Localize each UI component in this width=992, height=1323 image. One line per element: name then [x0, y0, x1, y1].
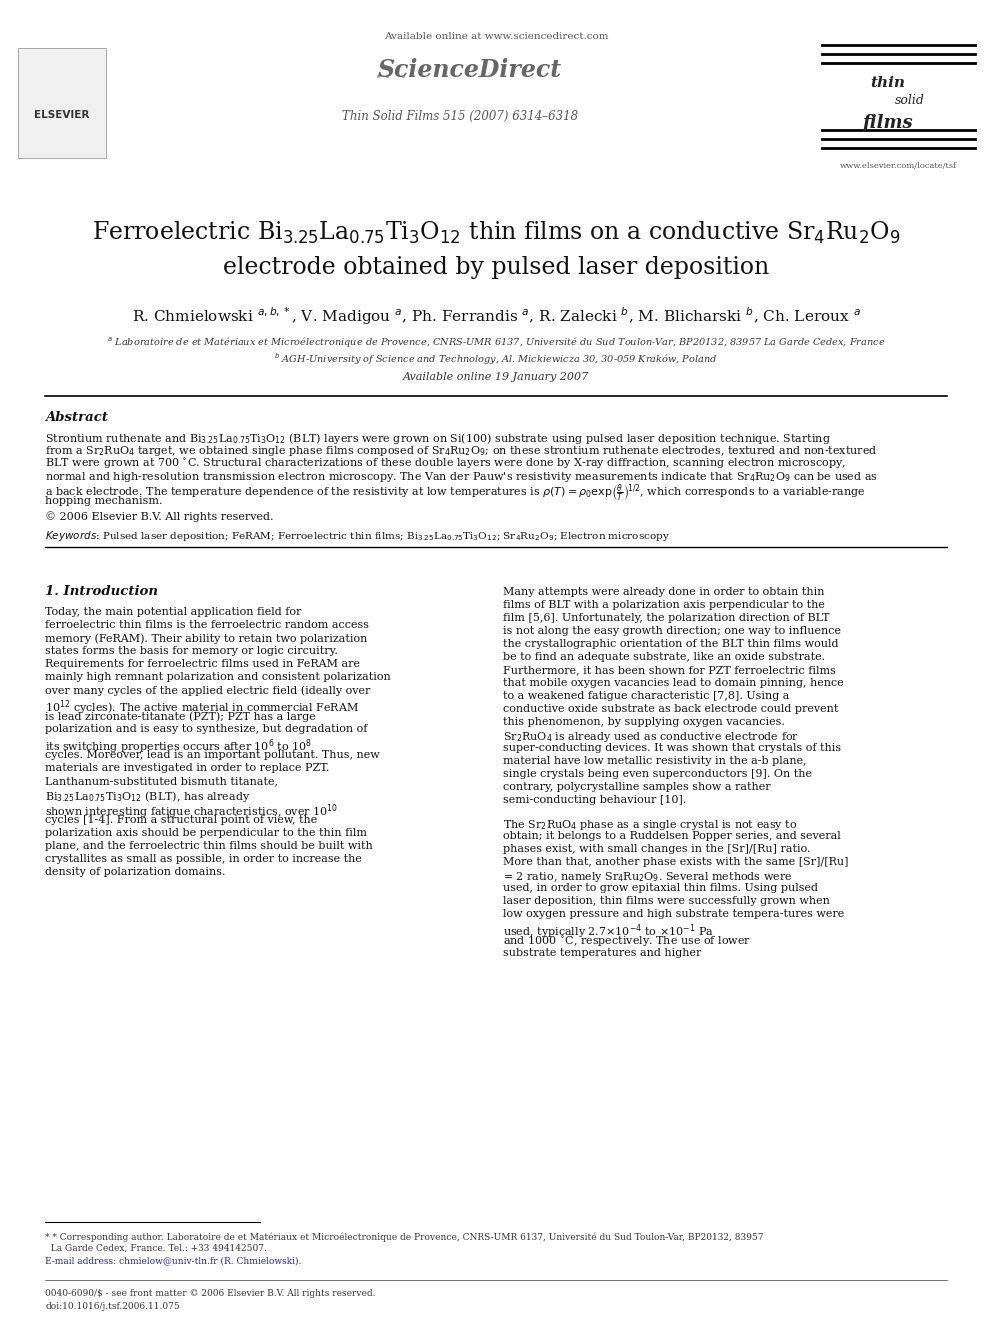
Text: from a Sr$_2$RuO$_4$ target, we obtained single phase films composed of Sr$_4$Ru: from a Sr$_2$RuO$_4$ target, we obtained… — [45, 445, 878, 458]
Text: E-mail address: chmielow@univ-tln.fr (R. Chmielowski).: E-mail address: chmielow@univ-tln.fr (R.… — [45, 1256, 302, 1265]
Text: contrary, polycrystalline samples show a rather: contrary, polycrystalline samples show a… — [503, 782, 771, 792]
Text: * * Corresponding author. Laboratoire de et Matériaux et Microélectronique de Pr: * * Corresponding author. Laboratoire de… — [45, 1232, 764, 1241]
Text: plane, and the ferroelectric thin films should be built with: plane, and the ferroelectric thin films … — [45, 841, 373, 851]
Text: cycles. Moreover, lead is an important pollutant. Thus, new: cycles. Moreover, lead is an important p… — [45, 750, 380, 759]
Text: to a weakened fatigue characteristic [7,8]. Using a: to a weakened fatigue characteristic [7,… — [503, 691, 790, 701]
Text: Sr$_2$RuO$_4$ is already used as conductive electrode for: Sr$_2$RuO$_4$ is already used as conduct… — [503, 730, 800, 744]
Text: used, typically 2.7$\times$10$^{-4}$ to $\times$10$^{-1}$ Pa: used, typically 2.7$\times$10$^{-4}$ to … — [503, 922, 714, 941]
Text: cycles [1-4]. From a structural point of view, the: cycles [1-4]. From a structural point of… — [45, 815, 317, 826]
Text: this phenomenon, by supplying oxygen vacancies.: this phenomenon, by supplying oxygen vac… — [503, 717, 785, 728]
Text: be to find an adequate substrate, like an oxide substrate.: be to find an adequate substrate, like a… — [503, 652, 825, 662]
Text: is lead zirconate-titanate (PZT); PZT has a large: is lead zirconate-titanate (PZT); PZT ha… — [45, 710, 315, 721]
Text: states forms the basis for memory or logic circuitry.: states forms the basis for memory or log… — [45, 646, 338, 656]
Text: over many cycles of the applied electric field (ideally over: over many cycles of the applied electric… — [45, 685, 370, 696]
Text: 1. Introduction: 1. Introduction — [45, 585, 158, 598]
Text: $\it{Keywords}$: Pulsed laser deposition; FeRAM; Ferroelectric thin films; Bi$_{: $\it{Keywords}$: Pulsed laser deposition… — [45, 529, 670, 542]
Text: ferroelectric thin films is the ferroelectric random access: ferroelectric thin films is the ferroele… — [45, 620, 369, 630]
Text: www.elsevier.com/locate/tsf: www.elsevier.com/locate/tsf — [839, 161, 956, 169]
Text: BLT were grown at 700 $^{\circ}$C. Structural characterizations of these double : BLT were grown at 700 $^{\circ}$C. Struc… — [45, 456, 846, 471]
Text: = 2 ratio, namely Sr$_4$Ru$_2$O$_9$. Several methods were: = 2 ratio, namely Sr$_4$Ru$_2$O$_9$. Sev… — [503, 871, 793, 884]
Text: Thin Solid Films 515 (2007) 6314–6318: Thin Solid Films 515 (2007) 6314–6318 — [342, 110, 578, 123]
Text: La Garde Cedex, France. Tel.: +33 494142507.: La Garde Cedex, France. Tel.: +33 494142… — [45, 1244, 267, 1253]
Text: the crystallographic orientation of the BLT thin films would: the crystallographic orientation of the … — [503, 639, 838, 650]
Text: Many attempts were already done in order to obtain thin: Many attempts were already done in order… — [503, 587, 824, 597]
Text: crystallites as small as possible, in order to increase the: crystallites as small as possible, in or… — [45, 855, 362, 864]
Text: film [5,6]. Unfortunately, the polarization direction of BLT: film [5,6]. Unfortunately, the polarizat… — [503, 613, 829, 623]
Text: its switching properties occurs after 10$^6$ to 10$^8$: its switching properties occurs after 10… — [45, 737, 312, 755]
Text: used, in order to grow epitaxial thin films. Using pulsed: used, in order to grow epitaxial thin fi… — [503, 882, 818, 893]
Text: The Sr$_2$RuO$_4$ phase as a single crystal is not easy to: The Sr$_2$RuO$_4$ phase as a single crys… — [503, 818, 798, 832]
Text: substrate temperatures and higher: substrate temperatures and higher — [503, 949, 701, 958]
Text: $\bullet\bullet$  $\bullet$: $\bullet\bullet$ $\bullet$ — [374, 71, 406, 82]
Text: Today, the main potential application field for: Today, the main potential application fi… — [45, 607, 302, 617]
Text: laser deposition, thin films were successfully grown when: laser deposition, thin films were succes… — [503, 896, 830, 906]
Text: Requirements for ferroelectric films used in FeRAM are: Requirements for ferroelectric films use… — [45, 659, 360, 669]
Text: 10$^{12}$ cycles). The active material in commercial FeRAM: 10$^{12}$ cycles). The active material i… — [45, 699, 359, 717]
Text: shown interesting fatigue characteristics, over 10$^{10}$: shown interesting fatigue characteristic… — [45, 802, 338, 820]
Text: 0040-6090/$ - see front matter © 2006 Elsevier B.V. All rights reserved.: 0040-6090/$ - see front matter © 2006 El… — [45, 1289, 376, 1298]
Text: that mobile oxygen vacancies lead to domain pinning, hence: that mobile oxygen vacancies lead to dom… — [503, 677, 844, 688]
Text: ScienceDirect: ScienceDirect — [378, 58, 562, 82]
Text: R. Chmielowski $^{a,b,*}$, V. Madigou $^{a}$, Ph. Ferrandis $^{a}$, R. Zalecki $: R. Chmielowski $^{a,b,*}$, V. Madigou $^… — [132, 306, 860, 327]
Bar — [18, 48, 106, 157]
Text: low oxygen pressure and high substrate tempera-tures were: low oxygen pressure and high substrate t… — [503, 909, 844, 919]
Text: hopping mechanism.: hopping mechanism. — [45, 496, 163, 505]
Text: films of BLT with a polarization axis perpendicular to the: films of BLT with a polarization axis pe… — [503, 601, 825, 610]
Text: Lanthanum-substituted bismuth titanate,: Lanthanum-substituted bismuth titanate, — [45, 777, 278, 786]
Text: $^{a}$ Laboratoire de et Matériaux et Microélectronique de Provence, CNRS-UMR 61: $^{a}$ Laboratoire de et Matériaux et Mi… — [107, 336, 885, 351]
Text: Available online at www.sciencedirect.com: Available online at www.sciencedirect.co… — [384, 32, 608, 41]
Text: Abstract: Abstract — [45, 411, 108, 423]
Text: a back electrode. The temperature dependence of the resistivity at low temperatu: a back electrode. The temperature depend… — [45, 483, 866, 504]
Text: polarization axis should be perpendicular to the thin film: polarization axis should be perpendicula… — [45, 828, 367, 837]
Text: obtain; it belongs to a Ruddelsen Popper series, and several: obtain; it belongs to a Ruddelsen Popper… — [503, 831, 841, 841]
Text: More than that, another phase exists with the same [Sr]/[Ru]: More than that, another phase exists wit… — [503, 857, 848, 867]
Text: $^{b}$ AGH-University of Science and Technology, Al. Mickiewicza 30, 30-059 Krak: $^{b}$ AGH-University of Science and Tec… — [275, 351, 717, 366]
Text: and 1000 $^{\circ}$C, respectively. The use of lower: and 1000 $^{\circ}$C, respectively. The … — [503, 935, 751, 949]
Text: normal and high-resolution transmission electron microscopy. The Van der Pauw's : normal and high-resolution transmission … — [45, 470, 878, 484]
Text: mainly high remnant polarization and consistent polarization: mainly high remnant polarization and con… — [45, 672, 391, 681]
Text: © 2006 Elsevier B.V. All rights reserved.: © 2006 Elsevier B.V. All rights reserved… — [45, 511, 274, 521]
Text: memory (FeRAM). Their ability to retain two polarization: memory (FeRAM). Their ability to retain … — [45, 632, 367, 643]
Text: Available online 19 January 2007: Available online 19 January 2007 — [403, 372, 589, 382]
Text: conductive oxide substrate as back electrode could prevent: conductive oxide substrate as back elect… — [503, 704, 838, 714]
Text: phases exist, with small changes in the [Sr]/[Ru] ratio.: phases exist, with small changes in the … — [503, 844, 810, 855]
Text: single crystals being even superconductors [9]. On the: single crystals being even superconducto… — [503, 769, 812, 779]
Text: semi-conducting behaviour [10].: semi-conducting behaviour [10]. — [503, 795, 686, 804]
Text: super-conducting devices. It was shown that crystals of this: super-conducting devices. It was shown t… — [503, 744, 841, 753]
Text: thin: thin — [870, 75, 905, 90]
Text: films: films — [862, 114, 913, 132]
Text: Bi$_{3.25}$La$_{0.75}$Ti$_3$O$_{12}$ (BLT), has already: Bi$_{3.25}$La$_{0.75}$Ti$_3$O$_{12}$ (BL… — [45, 789, 250, 804]
Text: material have low metallic resistivity in the a-b plane,: material have low metallic resistivity i… — [503, 755, 806, 766]
Text: Ferroelectric Bi$_{3.25}$La$_{0.75}$Ti$_3$O$_{12}$ thin films on a conductive Sr: Ferroelectric Bi$_{3.25}$La$_{0.75}$Ti$_… — [91, 220, 901, 246]
Text: ELSEVIER: ELSEVIER — [35, 110, 89, 120]
Text: Furthermore, it has been shown for PZT ferroelectric films: Furthermore, it has been shown for PZT f… — [503, 665, 836, 675]
Text: solid: solid — [895, 94, 925, 107]
Text: polarization and is easy to synthesize, but degradation of: polarization and is easy to synthesize, … — [45, 724, 367, 734]
Text: materials are investigated in order to replace PZT.: materials are investigated in order to r… — [45, 763, 329, 773]
Text: Strontium ruthenate and Bi$_{3.25}$La$_{0.75}$Ti$_3$O$_{12}$ (BLT) layers were g: Strontium ruthenate and Bi$_{3.25}$La$_{… — [45, 431, 830, 446]
Text: density of polarization domains.: density of polarization domains. — [45, 867, 225, 877]
Text: is not along the easy growth direction; one way to influence: is not along the easy growth direction; … — [503, 626, 841, 636]
Text: electrode obtained by pulsed laser deposition: electrode obtained by pulsed laser depos… — [223, 255, 769, 279]
Text: doi:10.1016/j.tsf.2006.11.075: doi:10.1016/j.tsf.2006.11.075 — [45, 1302, 180, 1311]
